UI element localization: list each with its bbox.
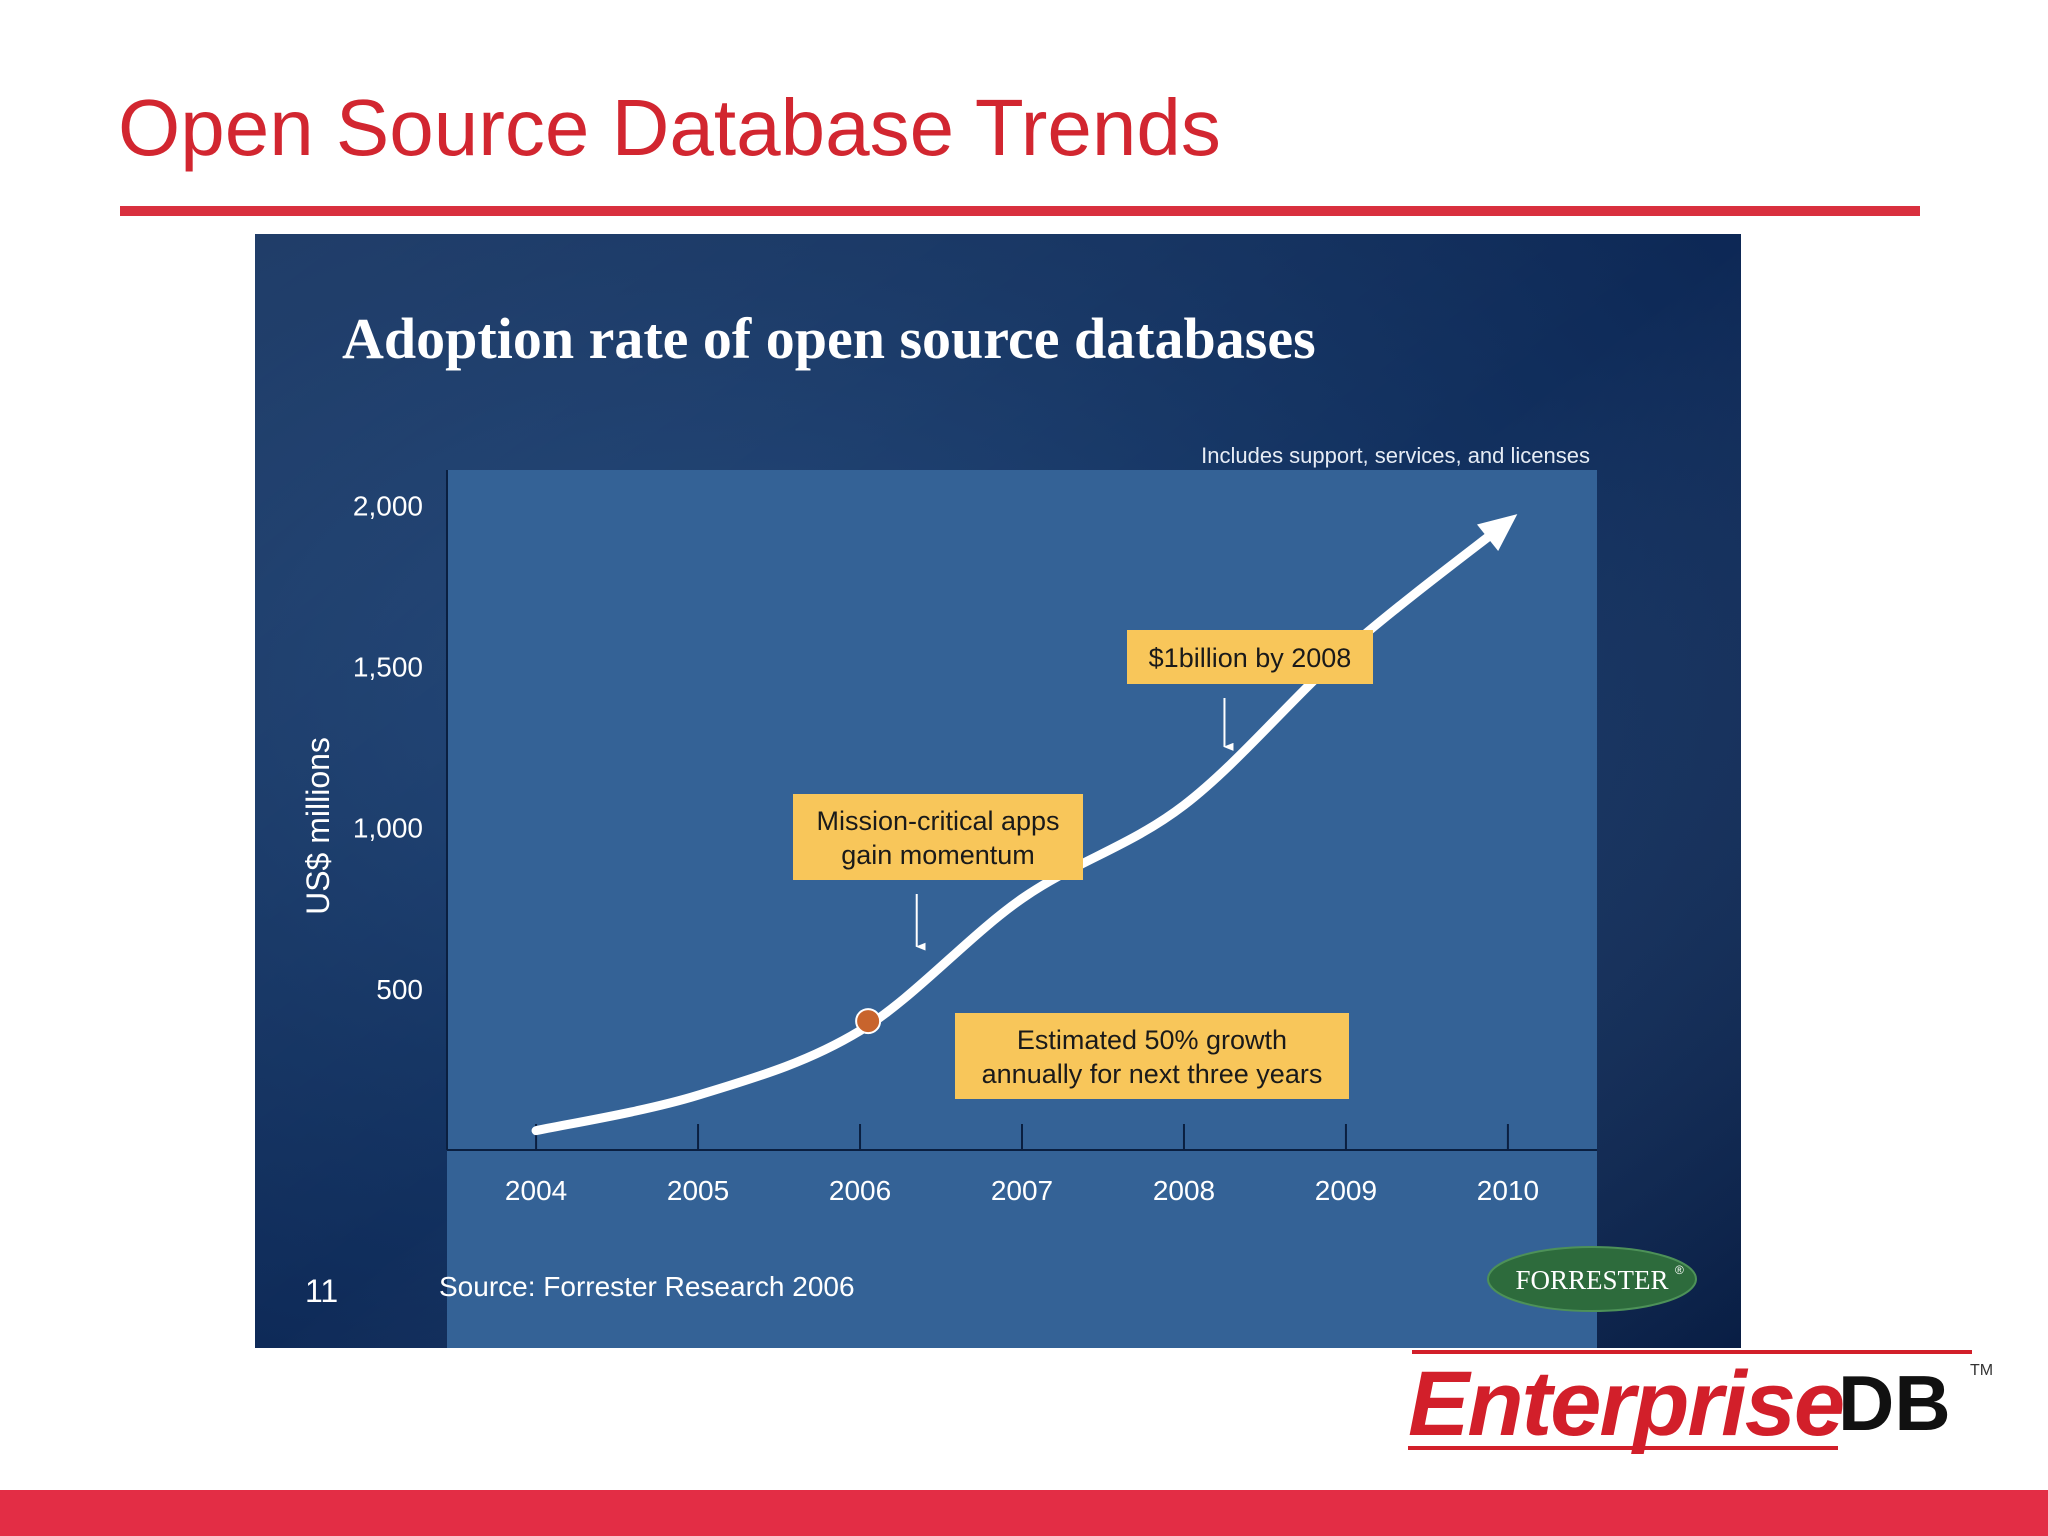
x-tick-label: 2006: [829, 1175, 891, 1206]
slide-title: Open Source Database Trends: [118, 83, 1221, 172]
x-tick-label: 2005: [667, 1175, 729, 1206]
series-arrowhead: [1476, 514, 1518, 552]
x-tick-label: 2009: [1315, 1175, 1377, 1206]
chart-panel: Adoption rate of open source databases I…: [255, 234, 1741, 1348]
y-axis-label: US$ millions: [300, 737, 336, 915]
logo-top-rule: [1412, 1350, 1972, 1354]
annotation-text: $1billion by 2008: [1149, 643, 1352, 673]
annotation-billion: $1billion by 2008: [1127, 630, 1373, 751]
y-tick-label: 2,000: [353, 490, 423, 521]
chart-title: Adoption rate of open source databases: [342, 306, 1316, 371]
chart-svg: Adoption rate of open source databases I…: [255, 234, 1741, 1348]
x-tick-label: 2010: [1477, 1175, 1539, 1206]
title-divider: [120, 206, 1920, 216]
annotation-text: annually for next three years: [982, 1059, 1323, 1089]
annotation-text: Estimated 50% growth: [1017, 1025, 1287, 1055]
logo-enterprise-text: Enterprise: [1408, 1353, 1845, 1455]
page-number: 11: [305, 1273, 338, 1309]
y-tick-label: 1,000: [353, 813, 423, 844]
annotation-box: [793, 794, 1083, 880]
source-text: Source: Forrester Research 2006: [439, 1271, 855, 1302]
plot-area: [447, 470, 1597, 1348]
x-tick-marks: 2004 2005 2006 2007 2008 2009 2010: [505, 1124, 1539, 1206]
x-tick-label: 2004: [505, 1175, 567, 1206]
annotation-text: gain momentum: [841, 840, 1035, 870]
annotations: Mission-critical apps gain momentum $1bill…: [793, 630, 1373, 1099]
annotation-text: Mission-critical apps: [816, 806, 1059, 836]
x-tick-label: 2007: [991, 1175, 1053, 1206]
forrester-logo-mark: ®: [1675, 1263, 1684, 1277]
forrester-logo: FORRESTER ®: [1487, 1246, 1697, 1312]
forrester-logo-text: FORRESTER: [1515, 1265, 1668, 1295]
annotation-box: [955, 1013, 1349, 1099]
bottom-bar: [0, 1490, 2048, 1536]
annotation-growth: Estimated 50% growth annually for next th…: [955, 1013, 1349, 1099]
y-tick-label: 500: [376, 974, 423, 1005]
x-tick-label: 2008: [1153, 1175, 1215, 1206]
chart-subtitle: Includes support, services, and licenses: [1201, 443, 1590, 468]
logo-db-text: DB: [1838, 1359, 1951, 1447]
highlight-point: [855, 1008, 882, 1035]
y-tick-labels: 500 1,000 1,500 2,000: [353, 490, 423, 1004]
logo-tm: TM: [1970, 1362, 1994, 1379]
enterprisedb-logo: Enterprise DB TM: [1408, 1350, 2008, 1460]
logo-bottom-rule: [1408, 1446, 1838, 1450]
annotation-box: [1127, 630, 1373, 684]
annotation-mission: Mission-critical apps gain momentum: [793, 794, 1083, 951]
y-tick-label: 1,500: [353, 652, 423, 683]
